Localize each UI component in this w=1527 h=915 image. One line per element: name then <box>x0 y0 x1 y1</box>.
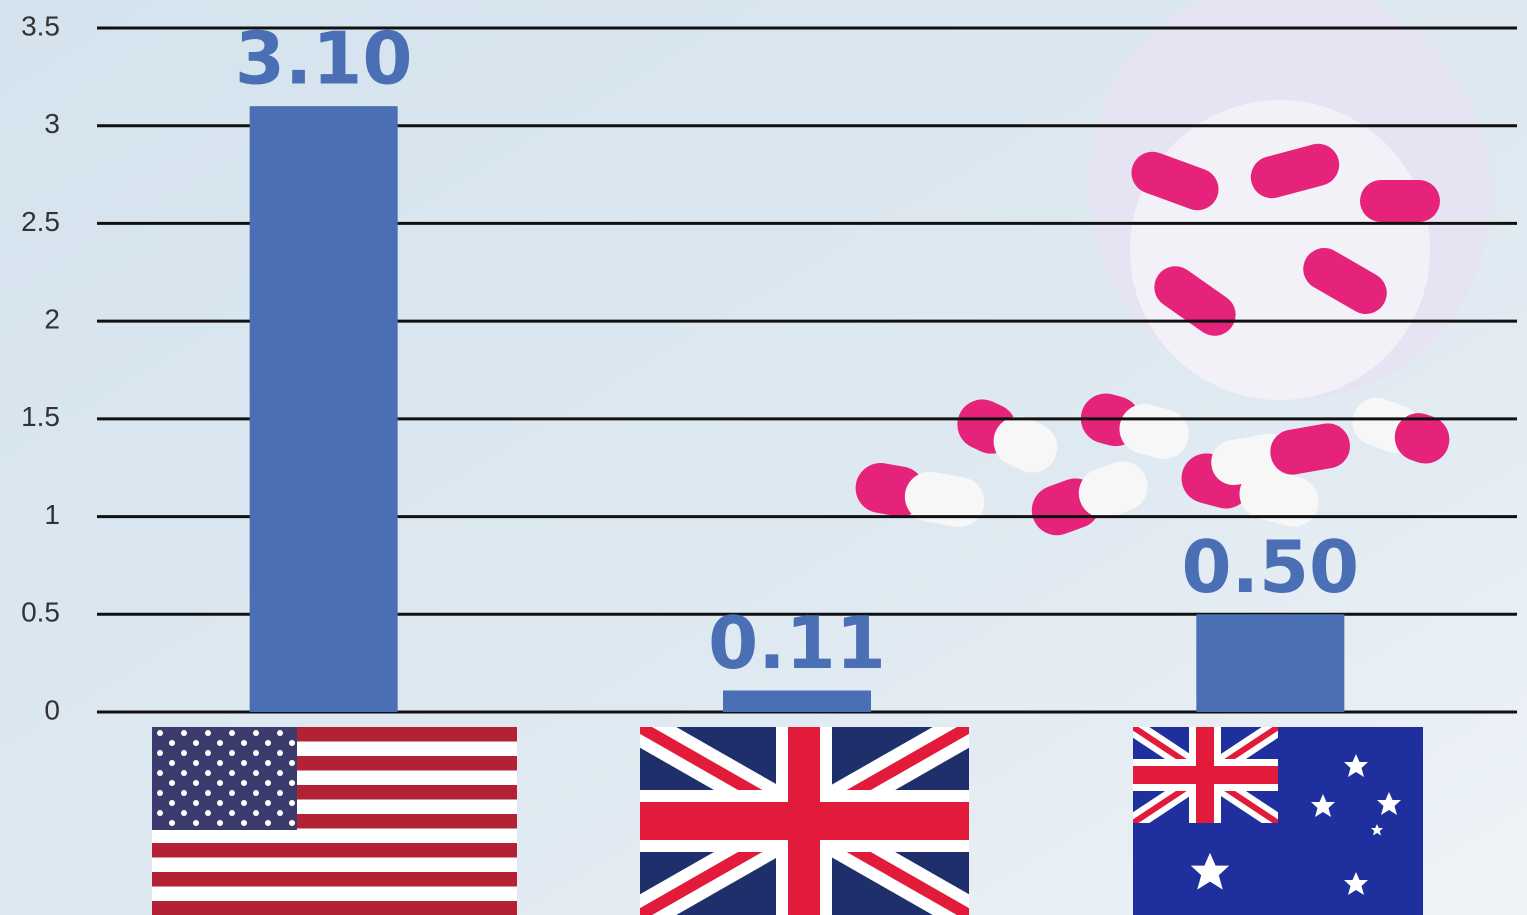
y-tick-label: 2.5 <box>21 206 60 237</box>
value-label: 0.11 <box>708 601 886 685</box>
bar <box>250 106 398 712</box>
y-tick-label: 1.5 <box>21 401 60 432</box>
chart: 0 0.5 1 1.5 2 2.5 3 3.5 3.10 0.11 0.50 <box>0 0 1527 915</box>
bar <box>1196 614 1344 712</box>
flag-uk <box>640 727 969 915</box>
bar <box>723 691 871 712</box>
y-tick-label: 1 <box>44 499 60 530</box>
value-label: 0.50 <box>1182 525 1360 609</box>
flag-australia <box>1133 727 1423 915</box>
y-tick-label: 3.5 <box>21 10 60 41</box>
y-tick-label: 0 <box>44 694 60 725</box>
y-tick-label: 3 <box>44 108 60 139</box>
y-tick-label: 2 <box>44 304 60 335</box>
y-tick-label: 0.5 <box>21 597 60 628</box>
value-label: 3.10 <box>235 17 413 101</box>
flag-usa <box>152 727 517 915</box>
